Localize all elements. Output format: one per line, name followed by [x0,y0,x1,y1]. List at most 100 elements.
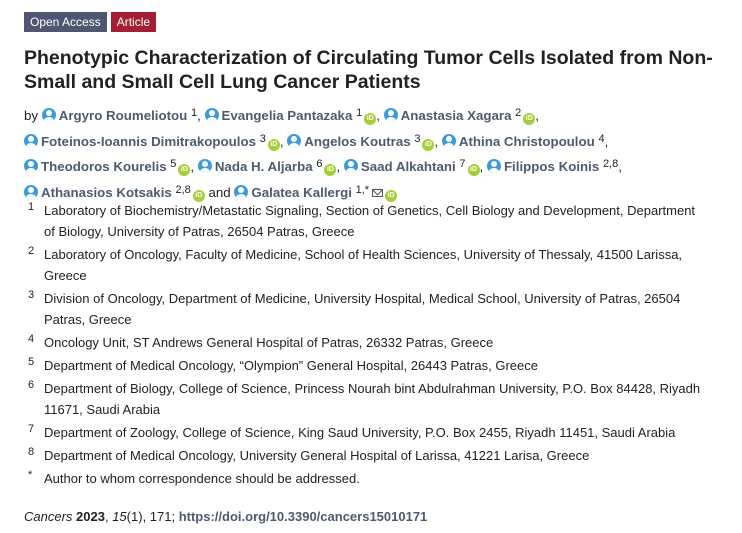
author-separator: , [197,108,201,123]
citation-year: 2023 [76,509,105,524]
person-icon[interactable] [24,133,38,148]
author-affiliation-sup: 7 [459,158,466,170]
author-item: Evangelia Pantazaka 1 iD [204,107,377,125]
author-name-link[interactable]: Athanasios Kotsakis [41,184,172,200]
affiliation-item: 8 Department of Medical Oncology, Univers… [28,445,728,466]
author-name-link[interactable]: Filippos Koinis [503,159,600,174]
author-separator: , [535,108,539,123]
affiliation-item: 3 Division of Oncology, Department of Med… [28,288,728,330]
affiliation-number: 6 [28,379,35,391]
author-affiliation-sup: 4 [598,132,605,145]
person-icon[interactable] [343,159,358,173]
affiliation-text: Department of Biology, College of Scienc… [44,381,701,417]
person-icon[interactable] [234,184,249,199]
affiliation-number: 1 [28,201,35,213]
author-affiliation-sup: 1,* [355,183,370,196]
author-item: Theodoros Kourelis 5 iD [24,158,191,176]
author-name-link[interactable]: Theodoros Kourelis [41,159,167,174]
affiliation-text: Department of Zoology, College of Scienc… [44,425,676,440]
citation: Cancers 2023, 15(1), 171; https://doi.or… [24,509,428,524]
orcid-icon[interactable]: iD [178,164,191,176]
orcid-icon[interactable]: iD [422,138,435,151]
author-affiliation-sup: 5 [170,158,177,170]
citation-volume: 15 [112,509,127,524]
affiliation-list: 1 Laboratory of Biochemistry/Metastatic S… [28,200,728,491]
person-icon[interactable] [24,184,38,199]
article-type-badge[interactable]: Article [110,12,157,32]
author-name-link[interactable]: Athina Christopoulou [458,133,595,149]
orcid-icon[interactable]: iD [324,164,337,176]
person-icon[interactable] [204,108,219,122]
affiliation-text: Oncology Unit, ST Andrews General Hospit… [44,335,494,350]
author-name-link[interactable]: Argyro Roumeliotou [58,108,188,123]
author-item: Argyro Roumeliotou 1 [41,107,198,123]
author-separator: , [479,159,484,174]
author-name-link[interactable]: Nada H. Aljarba [214,159,313,174]
citation-issue: (1) [126,509,143,524]
author-name-link[interactable]: Anastasia Xagara [400,108,512,123]
person-icon[interactable] [486,159,501,173]
person-icon[interactable] [383,108,398,122]
doi-link[interactable]: https://doi.org/10.3390/cancers15010171 [178,509,428,524]
author-item: Filippos Koinis 2,8 [486,158,619,174]
affiliation-item: 7 Department of Zoology, College of Scien… [28,422,728,443]
orcid-icon[interactable]: iD [385,189,398,202]
author-affiliation-sup: 6 [316,158,323,170]
author-item: Saad Alkahtani 7 iD [343,158,480,176]
affiliation-text: Laboratory of Biochemistry/Metastatic Si… [44,203,696,239]
author-name-link[interactable]: Saad Alkahtani [360,159,456,174]
author-affiliation-sup: 3 [259,132,266,145]
affiliation-item: * Author to whom correspondence should be… [28,468,728,489]
author-separator: and [208,184,231,200]
affiliation-text: Laboratory of Oncology, Faculty of Medic… [44,247,683,283]
author-separator: , [618,159,622,174]
affiliation-item: 2 Laboratory of Oncology, Faculty of Medi… [28,244,728,286]
person-icon[interactable] [24,159,38,173]
author-affiliation-sup: 1 [356,107,363,119]
author-item: Angelos Koutras 3 iD [287,132,435,151]
author-separator: , [336,159,341,174]
author-name-link[interactable]: Foteinos-Ioannis Dimitrakopoulos [41,133,256,149]
author-name-link[interactable]: Evangelia Pantazaka [221,108,353,123]
orcid-icon[interactable]: iD [467,164,480,176]
author-separator: , [190,159,195,174]
author-affiliation-sup: 1 [191,107,198,119]
open-access-badge[interactable]: Open Access [24,12,107,32]
affiliation-number: 2 [28,245,35,257]
email-icon[interactable] [372,188,384,197]
author-list: by Argyro Roumeliotou 1, Evangelia Panta… [24,102,724,204]
affiliation-text: Author to whom correspondence should be … [44,471,360,486]
author-separator: , [279,133,284,149]
author-item: Nada H. Aljarba 6 iD [197,158,337,176]
affiliation-item: 5 Department of Medical Oncology, “Olympi… [28,355,728,376]
person-icon[interactable] [197,159,212,173]
author-item: Athanasios Kotsakis 2,8 iD [24,184,205,202]
article-title: Phenotypic Characterization of Circulati… [24,47,713,93]
authors-prefix: by [24,108,39,123]
person-icon[interactable] [441,133,456,148]
citation-journal: Cancers [24,509,73,524]
citation-page: , 171; [142,509,179,524]
author-affiliation-sup: 2,8 [602,158,619,170]
author-affiliation-sup: 3 [414,132,421,145]
author-name-link[interactable]: Angelos Koutras [304,133,411,149]
affiliation-number: 4 [28,333,35,345]
affiliation-number: 3 [28,289,35,301]
orcid-icon[interactable]: iD [267,138,280,151]
person-icon[interactable] [287,133,302,148]
affiliation-number: 5 [28,356,35,368]
affiliation-item: 6 Department of Biology, College of Scien… [28,378,728,420]
orcid-icon[interactable]: iD [523,113,536,125]
author-separator: , [604,133,609,149]
person-icon[interactable] [41,108,56,122]
affiliation-number: 8 [28,446,35,458]
author-item: Athina Christopoulou 4 [441,132,605,149]
author-item: Anastasia Xagara 2 iD [383,107,536,125]
author-name-link[interactable]: Galatea Kallergi [251,184,352,200]
author-item: Galatea Kallergi 1,* iD [234,183,398,202]
author-separator: , [434,133,439,149]
affiliation-number: 7 [28,423,35,435]
orcid-icon[interactable]: iD [364,113,377,125]
orcid-icon[interactable]: iD [192,189,205,202]
affiliation-number: * [28,469,33,481]
